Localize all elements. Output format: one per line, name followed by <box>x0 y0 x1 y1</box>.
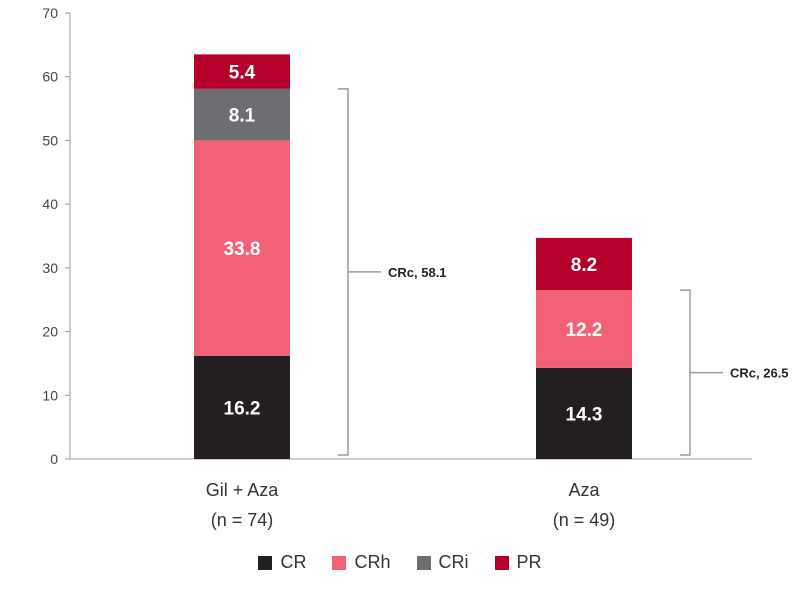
x-axis: Gil + Aza (n = 74) Aza (n = 49) <box>70 458 752 530</box>
y-tick-label: 20 <box>42 324 58 340</box>
legend-label: CRi <box>438 552 469 572</box>
bar-segment-pr <box>536 237 632 291</box>
crc-bracket <box>680 289 691 456</box>
bar-value-label: 33.8 <box>224 239 261 260</box>
x-category-label: (n = 74) <box>211 510 274 530</box>
crc-annotation-label: CRc, 58.1 <box>388 265 447 280</box>
legend-item-cr: CR <box>258 552 306 573</box>
bar-segment-crh <box>536 290 632 368</box>
y-tick-label: 30 <box>42 260 58 276</box>
legend-item-pr: PR <box>494 552 542 573</box>
legend-label: PR <box>516 552 542 572</box>
legend-swatch <box>494 555 509 570</box>
legend-label: CR <box>280 552 307 572</box>
bracket-annotations: CRc, 58.1 CRc, 26.5 <box>338 88 789 456</box>
bar-value-label: 8.2 <box>571 255 597 276</box>
stacked-bar-chart: 0 10 20 30 40 50 60 70 Gil + Aza (n = 74) Aza (n =… <box>42 5 789 530</box>
x-category-label: Gil + Aza <box>206 480 280 500</box>
crc-annotation-label: CRc, 26.5 <box>730 366 789 381</box>
x-category-label: (n = 49) <box>553 510 616 530</box>
crc-bracket <box>338 88 349 456</box>
bar-segment-cr <box>536 367 632 459</box>
legend-item-crh: CRh <box>332 552 391 573</box>
bar-segment-crh <box>194 140 290 356</box>
bar-segment-pr <box>194 54 290 89</box>
legend-swatch <box>258 555 273 570</box>
legend-swatch <box>416 555 431 570</box>
bar-segment-cr <box>194 355 290 459</box>
bars: 16.2 33.8 8.1 5.4 14.3 12.2 8.2 <box>194 54 632 459</box>
legend: CR CRh CRi PR <box>0 552 800 573</box>
bar-value-label: 8.1 <box>229 106 256 127</box>
bar-value-label: 14.3 <box>566 404 603 425</box>
y-tick-label: 60 <box>42 69 58 85</box>
x-category-label: Aza <box>568 480 600 500</box>
y-tick-label: 0 <box>50 451 58 467</box>
legend-swatch <box>332 555 347 570</box>
bar-segment-cri <box>194 88 290 141</box>
y-axis: 0 10 20 30 40 50 60 70 <box>42 5 71 467</box>
y-tick-label: 10 <box>42 387 58 403</box>
legend-item-cri: CRi <box>416 552 469 573</box>
legend-label: CRh <box>354 552 391 572</box>
y-tick-label: 70 <box>42 5 58 21</box>
bar-value-label: 5.4 <box>229 63 256 84</box>
y-tick-label: 40 <box>42 196 58 212</box>
bar-value-label: 16.2 <box>224 398 261 419</box>
y-tick-label: 50 <box>42 132 58 148</box>
bar-value-label: 12.2 <box>566 320 603 341</box>
